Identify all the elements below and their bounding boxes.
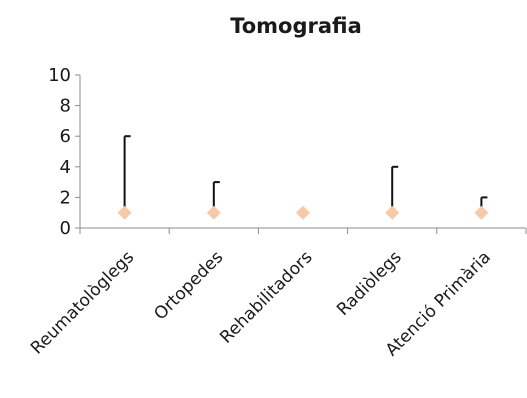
y-tick-label: 0: [60, 218, 71, 239]
data-point-diamond: [206, 205, 221, 220]
error-bars: [123, 135, 488, 213]
data-point-diamond: [385, 205, 400, 220]
y-tick-label: 2: [60, 187, 71, 208]
y-tick-label: 10: [48, 65, 71, 86]
y-tick-label: 8: [60, 96, 71, 117]
data-point-diamond: [296, 205, 310, 220]
y-tick-label: 4: [60, 157, 71, 178]
x-category-label: Rehabilitadors: [216, 247, 316, 347]
axes: [79, 75, 527, 234]
data-point-diamond: [474, 205, 489, 220]
data-points: [117, 205, 489, 220]
chart-title: Tomografia: [230, 14, 362, 38]
x-category-label: Radiòlegs: [333, 247, 406, 320]
y-tick-label: 6: [60, 126, 71, 147]
data-point-diamond: [117, 205, 132, 220]
y-axis-ticks: 0 2 4 6 8 10: [48, 65, 80, 239]
x-category-label: Reumatològlegs: [27, 247, 138, 358]
x-category-label: Ortopedes: [150, 247, 227, 324]
